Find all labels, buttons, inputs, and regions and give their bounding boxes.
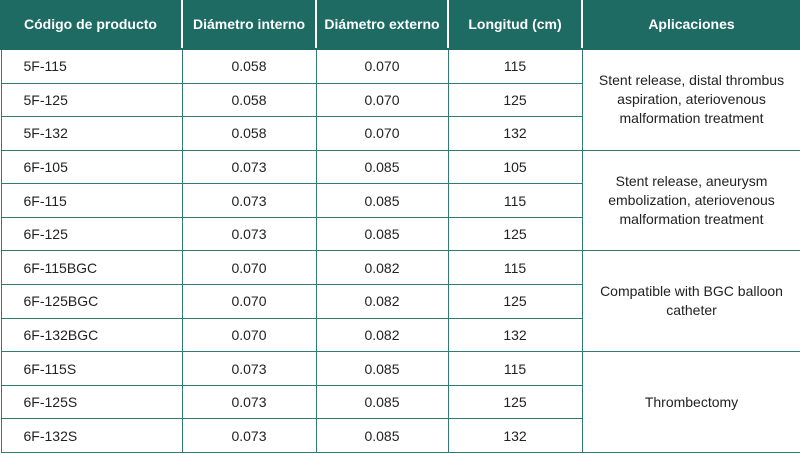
header-cell: Aplicaciones — [581, 0, 800, 50]
length: 115 — [447, 250, 583, 286]
inner-diameter: 0.073 — [181, 418, 317, 453]
table-row: 6F-115S 0.073 0.085 115 Thrombectomy — [0, 351, 800, 453]
application: Compatible with BGC balloon catheter — [581, 250, 800, 353]
table-row: 6F-125S 0.073 0.085 125 — [0, 384, 800, 420]
outer-diameter: 0.085 — [315, 418, 449, 453]
outer-diameter: 0.082 — [315, 250, 449, 286]
product-code: 6F-115S — [0, 351, 183, 386]
product-code: 6F-132S — [0, 418, 183, 453]
product-code: 6F-125S — [0, 384, 183, 420]
outer-diameter: 0.082 — [315, 317, 449, 353]
length: 132 — [447, 116, 583, 151]
product-code: 6F-132BGC — [0, 317, 183, 353]
table-row: 5F-132 0.058 0.070 132 — [0, 116, 800, 151]
table-row: 6F-132BGC 0.070 0.082 132 — [0, 317, 800, 353]
inner-diameter: 0.058 — [181, 48, 317, 84]
outer-diameter: 0.085 — [315, 351, 449, 386]
length: 115 — [447, 48, 583, 84]
length: 125 — [447, 82, 583, 118]
table-row: 5F-115 0.058 0.070 115 Stent release, distal… — [0, 48, 800, 151]
application: Stent release, aneurysm embolization, at… — [581, 149, 800, 252]
inner-diameter: 0.073 — [181, 351, 317, 386]
inner-diameter: 0.070 — [181, 284, 317, 319]
product-code: 6F-105 — [0, 149, 183, 185]
inner-diameter: 0.070 — [181, 317, 317, 353]
header-cell: Diámetro interno — [181, 0, 317, 50]
outer-diameter: 0.085 — [315, 384, 449, 420]
outer-diameter: 0.070 — [315, 48, 449, 84]
length: 125 — [447, 384, 583, 420]
outer-diameter: 0.070 — [315, 82, 449, 118]
outer-diameter: 0.070 — [315, 116, 449, 151]
application: Stent release, distal thrombus aspiratio… — [581, 48, 800, 151]
length: 125 — [447, 216, 583, 252]
inner-diameter: 0.070 — [181, 250, 317, 286]
table-row: 6F-115 0.073 0.085 115 — [0, 183, 800, 218]
table-row: 6F-115BGC 0.070 0.082 115 Compatible with BG… — [0, 250, 800, 353]
table-row: 5F-125 0.058 0.070 125 — [0, 82, 800, 118]
header-cell: Longitud (cm) — [447, 0, 583, 50]
header-row: Código de producto Diámetro interno Diámet… — [0, 0, 800, 50]
table-header: Código de producto Diámetro interno Diámet… — [0, 0, 800, 50]
outer-diameter: 0.085 — [315, 216, 449, 252]
header-cell: Código de producto — [0, 0, 183, 50]
length: 115 — [447, 183, 583, 218]
product-code: 5F-132 — [0, 116, 183, 151]
outer-diameter: 0.085 — [315, 183, 449, 218]
length: 125 — [447, 284, 583, 319]
length: 115 — [447, 351, 583, 386]
header-cell: Diámetro externo — [315, 0, 449, 50]
product-code: 6F-115 — [0, 183, 183, 218]
inner-diameter: 0.073 — [181, 149, 317, 185]
inner-diameter: 0.073 — [181, 183, 317, 218]
length: 105 — [447, 149, 583, 185]
length: 132 — [447, 418, 583, 453]
inner-diameter: 0.073 — [181, 384, 317, 420]
outer-diameter: 0.082 — [315, 284, 449, 319]
table-row: 6F-105 0.073 0.085 105 Stent release, aneury… — [0, 149, 800, 252]
inner-diameter: 0.058 — [181, 116, 317, 151]
table-row: 6F-125 0.073 0.085 125 — [0, 216, 800, 252]
product-code: 6F-115BGC — [0, 250, 183, 286]
product-code: 6F-125BGC — [0, 284, 183, 319]
product-code: 5F-125 — [0, 82, 183, 118]
table-row: 6F-132S 0.073 0.085 132 — [0, 418, 800, 453]
product-code: 6F-125 — [0, 216, 183, 252]
outer-diameter: 0.085 — [315, 149, 449, 185]
inner-diameter: 0.058 — [181, 82, 317, 118]
table-row: 6F-125BGC 0.070 0.082 125 — [0, 284, 800, 319]
product-code: 5F-115 — [0, 48, 183, 84]
application: Thrombectomy — [581, 351, 800, 453]
inner-diameter: 0.073 — [181, 216, 317, 252]
length: 132 — [447, 317, 583, 353]
table-body: 5F-115 0.058 0.070 115 Stent release, distal… — [0, 48, 800, 453]
